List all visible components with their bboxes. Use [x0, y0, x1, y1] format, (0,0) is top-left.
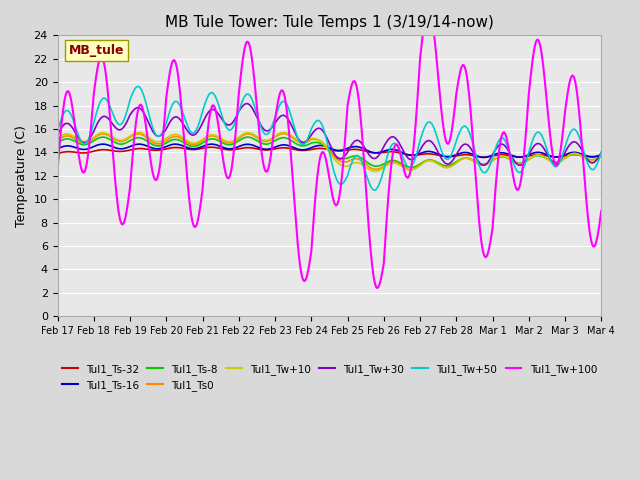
Text: MB_tule: MB_tule [68, 44, 124, 57]
Y-axis label: Temperature (C): Temperature (C) [15, 125, 28, 227]
Title: MB Tule Tower: Tule Temps 1 (3/19/14-now): MB Tule Tower: Tule Temps 1 (3/19/14-now… [165, 15, 494, 30]
Legend: Tul1_Ts-32, Tul1_Ts-16, Tul1_Ts-8, Tul1_Ts0, Tul1_Tw+10, Tul1_Tw+30, Tul1_Tw+50,: Tul1_Ts-32, Tul1_Ts-16, Tul1_Ts-8, Tul1_… [58, 360, 601, 395]
